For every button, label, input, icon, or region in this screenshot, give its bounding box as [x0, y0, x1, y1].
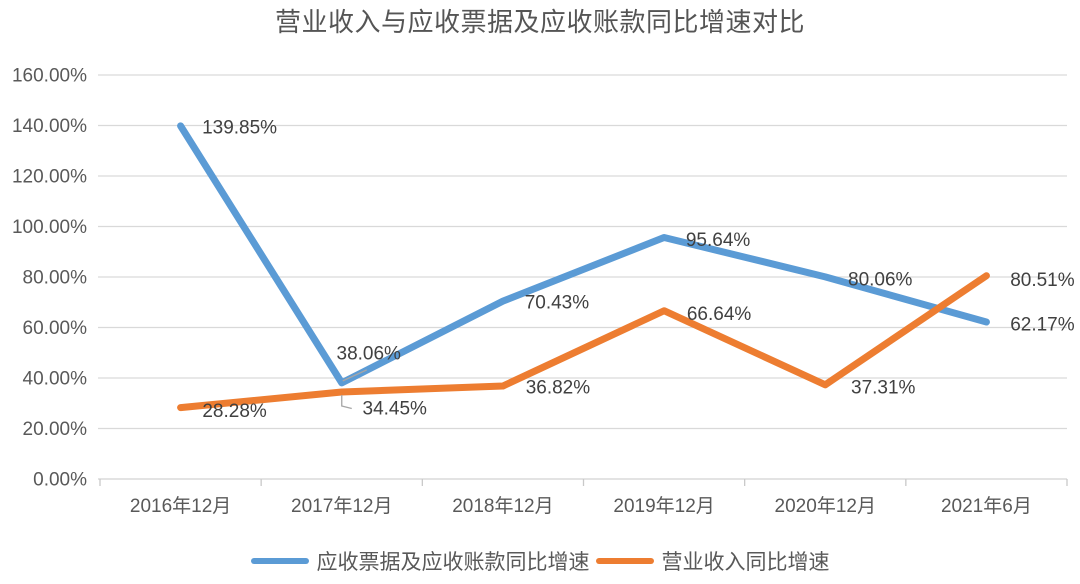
y-axis-tick-label: 0.00% — [33, 470, 87, 491]
y-axis-tick-label: 140.00% — [12, 116, 87, 137]
legend-label-revenue-growth: 营业收入同比增速 — [661, 551, 830, 574]
data-label: 34.45% — [363, 399, 428, 420]
data-label: 28.28% — [202, 401, 267, 422]
x-axis-tick-label: 2019年12月 — [613, 495, 714, 517]
chart-legend: 应收票据及应收账款同比增速 营业收入同比增速 — [0, 546, 1080, 576]
legend-item-revenue-growth: 营业收入同比增速 — [595, 546, 830, 576]
legend-line-swatch-orange-icon — [595, 558, 654, 564]
data-label: 70.43% — [525, 293, 590, 314]
chart-title: 营业收入与应收票据及应收账款同比增速对比 — [274, 7, 805, 37]
x-axis-tick-label: 2020年12月 — [775, 495, 876, 517]
series-line-0 — [177, 122, 990, 387]
data-label: 36.82% — [526, 378, 591, 399]
legend-label-receivables-growth: 应收票据及应收账款同比增速 — [316, 551, 590, 574]
data-label-leader-line — [341, 395, 352, 410]
y-axis-tick-label: 60.00% — [23, 318, 88, 339]
y-axis-tick-label: 40.00% — [23, 369, 88, 390]
x-axis-tick-label: 2021年6月 — [941, 495, 1032, 517]
y-axis-tick-label: 160.00% — [12, 66, 87, 87]
series-line-1 — [177, 272, 990, 412]
y-axis-tick-label: 120.00% — [12, 167, 87, 188]
data-label: 95.64% — [686, 230, 751, 251]
x-axis-tick-label: 2016年12月 — [130, 495, 231, 517]
data-label-leader-line — [342, 369, 368, 382]
data-label: 139.85% — [202, 117, 277, 138]
data-label: 38.06% — [337, 343, 402, 364]
x-axis-tick-label: 2017年12月 — [291, 495, 392, 517]
data-label: 80.51% — [1010, 270, 1075, 291]
data-label: 80.06% — [848, 269, 913, 290]
data-label: 62.17% — [1010, 315, 1075, 336]
y-axis-tick-label: 80.00% — [23, 268, 88, 289]
y-axis-tick-label: 20.00% — [23, 419, 88, 440]
data-label: 66.64% — [687, 304, 752, 325]
data-label: 37.31% — [851, 377, 916, 398]
x-axis-tick-label: 2018年12月 — [452, 495, 553, 517]
legend-item-receivables-growth: 应收票据及应收账款同比增速 — [250, 546, 590, 576]
legend-line-swatch-blue-icon — [250, 558, 309, 564]
y-axis-tick-label: 100.00% — [12, 217, 87, 238]
